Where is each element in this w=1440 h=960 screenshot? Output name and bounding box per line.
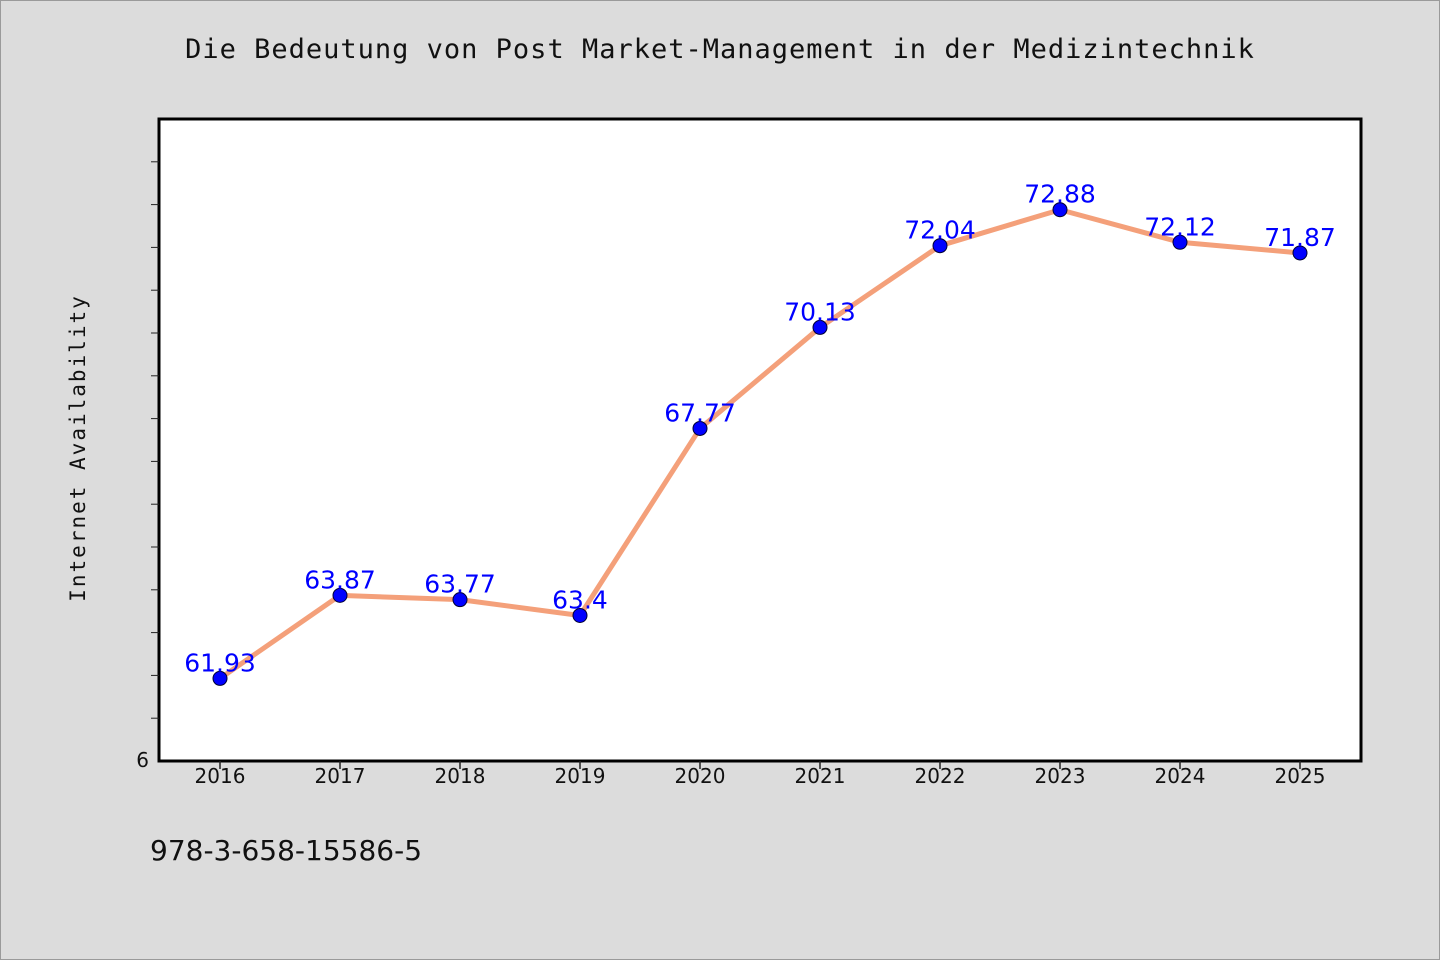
data-label: 63.4 — [552, 585, 608, 614]
x-axis-ticks: 2016 2017 2018 2019 2020 2021 2022 2023 2024 2025 — [195, 761, 1326, 788]
y-axis-ticks: 6 — [136, 161, 159, 772]
data-label: 70.13 — [784, 297, 856, 326]
x-tick-label: 2023 — [1035, 764, 1086, 788]
data-point — [932, 238, 948, 254]
x-tick-label: 2024 — [1155, 764, 1206, 788]
x-tick-label: 2016 — [195, 764, 246, 788]
x-tick-label: 2021 — [795, 764, 846, 788]
data-label: 72.88 — [1024, 180, 1096, 209]
data-point — [812, 319, 828, 335]
x-tick-label: 2022 — [915, 764, 966, 788]
x-tick-label: 2025 — [1275, 764, 1326, 788]
data-labels: 61.93 63.87 63.77 63.4 67.77 70.13 72.04 72.88 7… — [184, 180, 1336, 678]
y-axis-label: Internet Availability — [66, 294, 90, 602]
series-line — [218, 207, 1301, 681]
data-point — [212, 670, 228, 686]
data-point — [332, 587, 348, 603]
data-point — [692, 420, 708, 436]
plot-area — [157, 117, 1363, 763]
chart-title: Die Bedeutung von Post Market-Management… — [185, 34, 1255, 65]
data-point — [1052, 202, 1068, 218]
x-tick-label: 2018 — [435, 764, 486, 788]
data-label: 71.87 — [1264, 223, 1336, 252]
data-point — [452, 592, 468, 608]
x-tick-label: 2020 — [675, 764, 726, 788]
data-label: 72.12 — [1144, 212, 1216, 241]
data-point — [1172, 234, 1188, 250]
data-label: 67.77 — [664, 398, 736, 427]
y-tick-label: 6 — [136, 748, 149, 772]
x-tick-label: 2017 — [315, 764, 366, 788]
x-tick-label: 2019 — [555, 764, 606, 788]
data-point — [1292, 245, 1308, 261]
data-label: 63.87 — [304, 565, 376, 594]
data-label: 61.93 — [184, 648, 256, 677]
data-label: 72.04 — [904, 216, 976, 245]
data-point — [572, 607, 588, 623]
data-label: 63.77 — [424, 570, 496, 599]
series-markers — [212, 202, 1308, 686]
isbn-text: 978-3-658-15586-5 — [150, 834, 423, 867]
